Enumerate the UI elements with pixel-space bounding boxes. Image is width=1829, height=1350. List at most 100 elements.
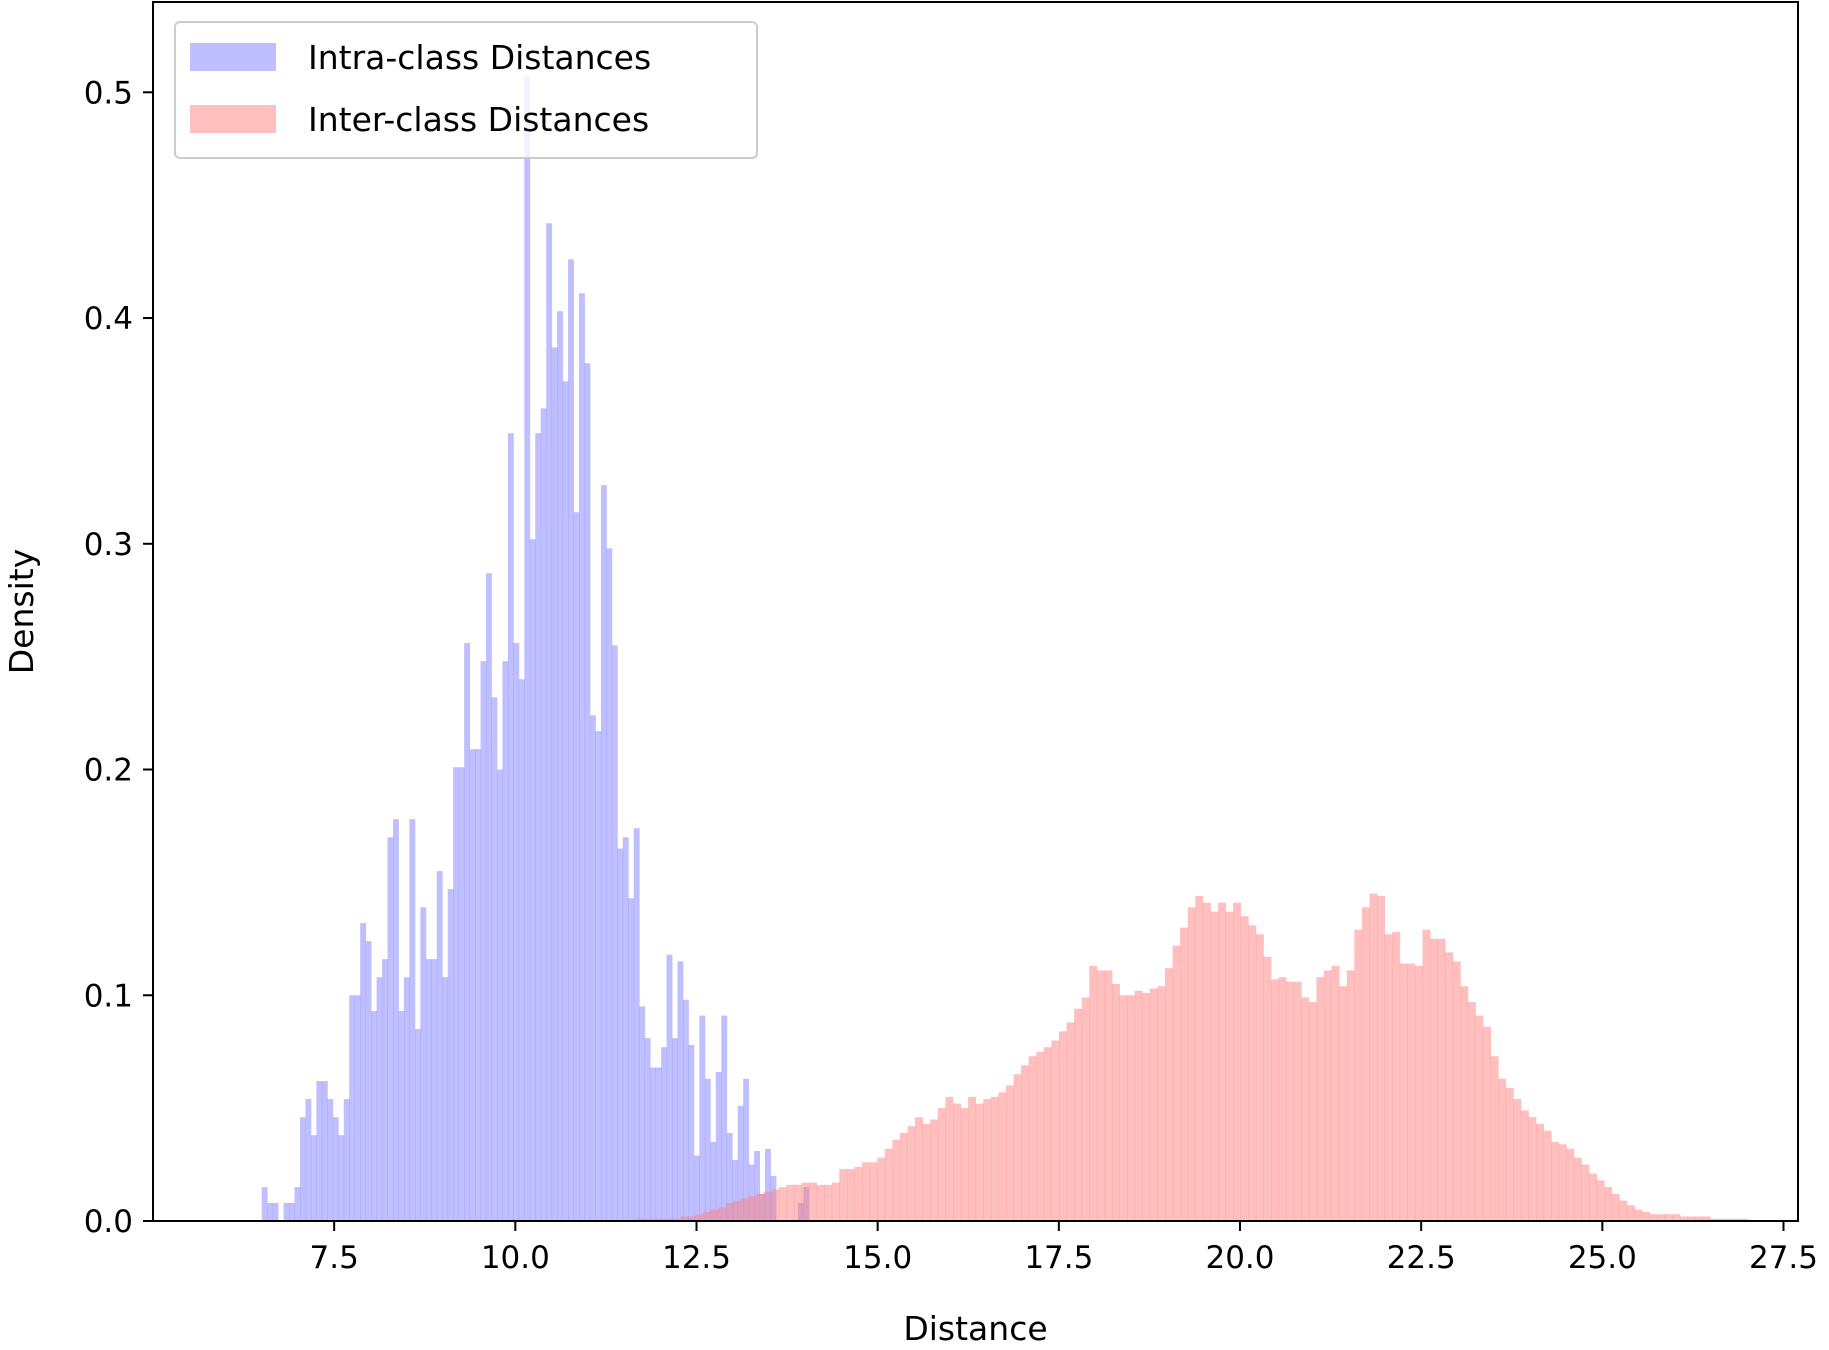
bar-intra: [409, 819, 416, 1221]
bar-intra: [431, 959, 438, 1221]
bar-inter: [1354, 929, 1363, 1221]
bar-intra: [748, 1164, 755, 1221]
bar-intra: [699, 1015, 706, 1221]
legend: Intra-class Distances Inter-class Distan…: [174, 21, 758, 159]
bar-intra: [332, 1117, 339, 1221]
bar-intra: [349, 995, 356, 1221]
bar-inter: [718, 1207, 727, 1221]
series-inter: [634, 893, 1749, 1221]
bar-inter: [1096, 970, 1105, 1221]
bar-inter: [1361, 907, 1370, 1221]
bar-intra: [573, 512, 580, 1221]
bar-intra: [442, 977, 449, 1221]
bar-inter: [1589, 1173, 1598, 1221]
bar-intra: [453, 767, 460, 1221]
bar-inter: [665, 1218, 674, 1221]
bar-inter: [1240, 916, 1249, 1221]
bar-intra: [376, 977, 383, 1221]
bar-intra: [611, 645, 618, 1221]
bar-inter: [1308, 1002, 1317, 1221]
bar-intra: [414, 1029, 421, 1221]
bar-intra: [628, 898, 635, 1221]
bar-intra: [316, 1081, 323, 1221]
bar-inter: [1271, 979, 1279, 1221]
y-tick-label: 0.0: [84, 1204, 133, 1240]
bar-inter: [1202, 902, 1211, 1221]
bar-intra: [354, 995, 361, 1221]
bar-intra: [535, 433, 542, 1221]
bar-intra: [327, 1099, 334, 1221]
bars-layer: [261, 76, 1749, 1222]
bar-inter: [748, 1196, 757, 1221]
x-tick-label: 27.5: [1749, 1240, 1818, 1276]
bar-intra: [754, 1151, 760, 1221]
bar-inter: [1695, 1216, 1704, 1221]
bar-inter: [1717, 1218, 1726, 1221]
bar-intra: [360, 923, 367, 1221]
bar-inter: [1286, 981, 1295, 1221]
bar-inter: [1248, 925, 1257, 1221]
bar-intra: [289, 1202, 295, 1221]
bar-inter: [1377, 895, 1386, 1221]
bar-inter: [778, 1187, 787, 1221]
bar-intra: [672, 1038, 678, 1221]
bar-inter: [998, 1092, 1007, 1221]
bar-inter: [1036, 1051, 1045, 1221]
bar-inter: [1626, 1205, 1635, 1221]
bar-inter: [1074, 1008, 1083, 1221]
bar-inter: [862, 1162, 871, 1221]
bar-intra: [496, 769, 503, 1221]
bar-inter: [1573, 1157, 1582, 1221]
bar-inter: [1172, 945, 1181, 1221]
bar-inter: [952, 1103, 961, 1221]
bar-intra: [365, 941, 372, 1221]
bar-intra: [562, 381, 569, 1221]
y-tick-label: 0.1: [84, 978, 133, 1014]
bar-intra: [507, 433, 514, 1221]
bar-inter: [1051, 1040, 1060, 1221]
bar-intra: [721, 1015, 728, 1221]
bar-inter: [1324, 970, 1332, 1221]
legend-label-intra: Intra-class Distances: [308, 38, 651, 77]
bar-inter: [1702, 1216, 1711, 1221]
bar-intra: [387, 837, 394, 1221]
bar-inter: [892, 1139, 901, 1221]
bar-inter: [801, 1182, 810, 1221]
bar-inter: [1142, 993, 1151, 1221]
bar-inter: [839, 1169, 848, 1221]
bar-intra: [584, 363, 591, 1221]
bar-intra: [546, 223, 553, 1222]
bar-inter: [1581, 1164, 1590, 1221]
bar-intra: [294, 1187, 301, 1221]
bar-inter: [657, 1218, 666, 1221]
bar-intra: [420, 907, 427, 1221]
bar-inter: [1119, 995, 1128, 1221]
bar-intra: [398, 1011, 405, 1221]
bar-inter: [1225, 911, 1234, 1221]
bar-inter: [1013, 1074, 1022, 1221]
bar-inter: [884, 1148, 893, 1221]
bar-inter: [1089, 965, 1098, 1221]
bar-inter: [1520, 1110, 1529, 1221]
bar-intra: [343, 1099, 350, 1221]
bar-intra: [682, 999, 689, 1221]
bar-intra: [300, 1117, 306, 1221]
bar-intra: [393, 819, 399, 1221]
bar-inter: [1081, 997, 1090, 1221]
bar-intra: [305, 1099, 312, 1221]
x-tick-label: 15.0: [843, 1240, 912, 1276]
bar-inter: [1437, 938, 1446, 1221]
bar-inter: [1642, 1211, 1651, 1221]
bar-inter: [687, 1216, 696, 1221]
bar-inter: [846, 1169, 855, 1221]
bar-inter: [1369, 893, 1378, 1221]
bar-inter: [1566, 1148, 1575, 1221]
y-tick-label: 0.4: [84, 301, 133, 337]
bar-intra: [540, 408, 547, 1222]
x-tick-label: 20.0: [1205, 1240, 1274, 1276]
bar-inter: [930, 1119, 939, 1221]
bar-inter: [1233, 902, 1242, 1221]
legend-box: [174, 21, 758, 159]
series-intra: [261, 76, 810, 1222]
bar-inter: [1263, 956, 1272, 1221]
